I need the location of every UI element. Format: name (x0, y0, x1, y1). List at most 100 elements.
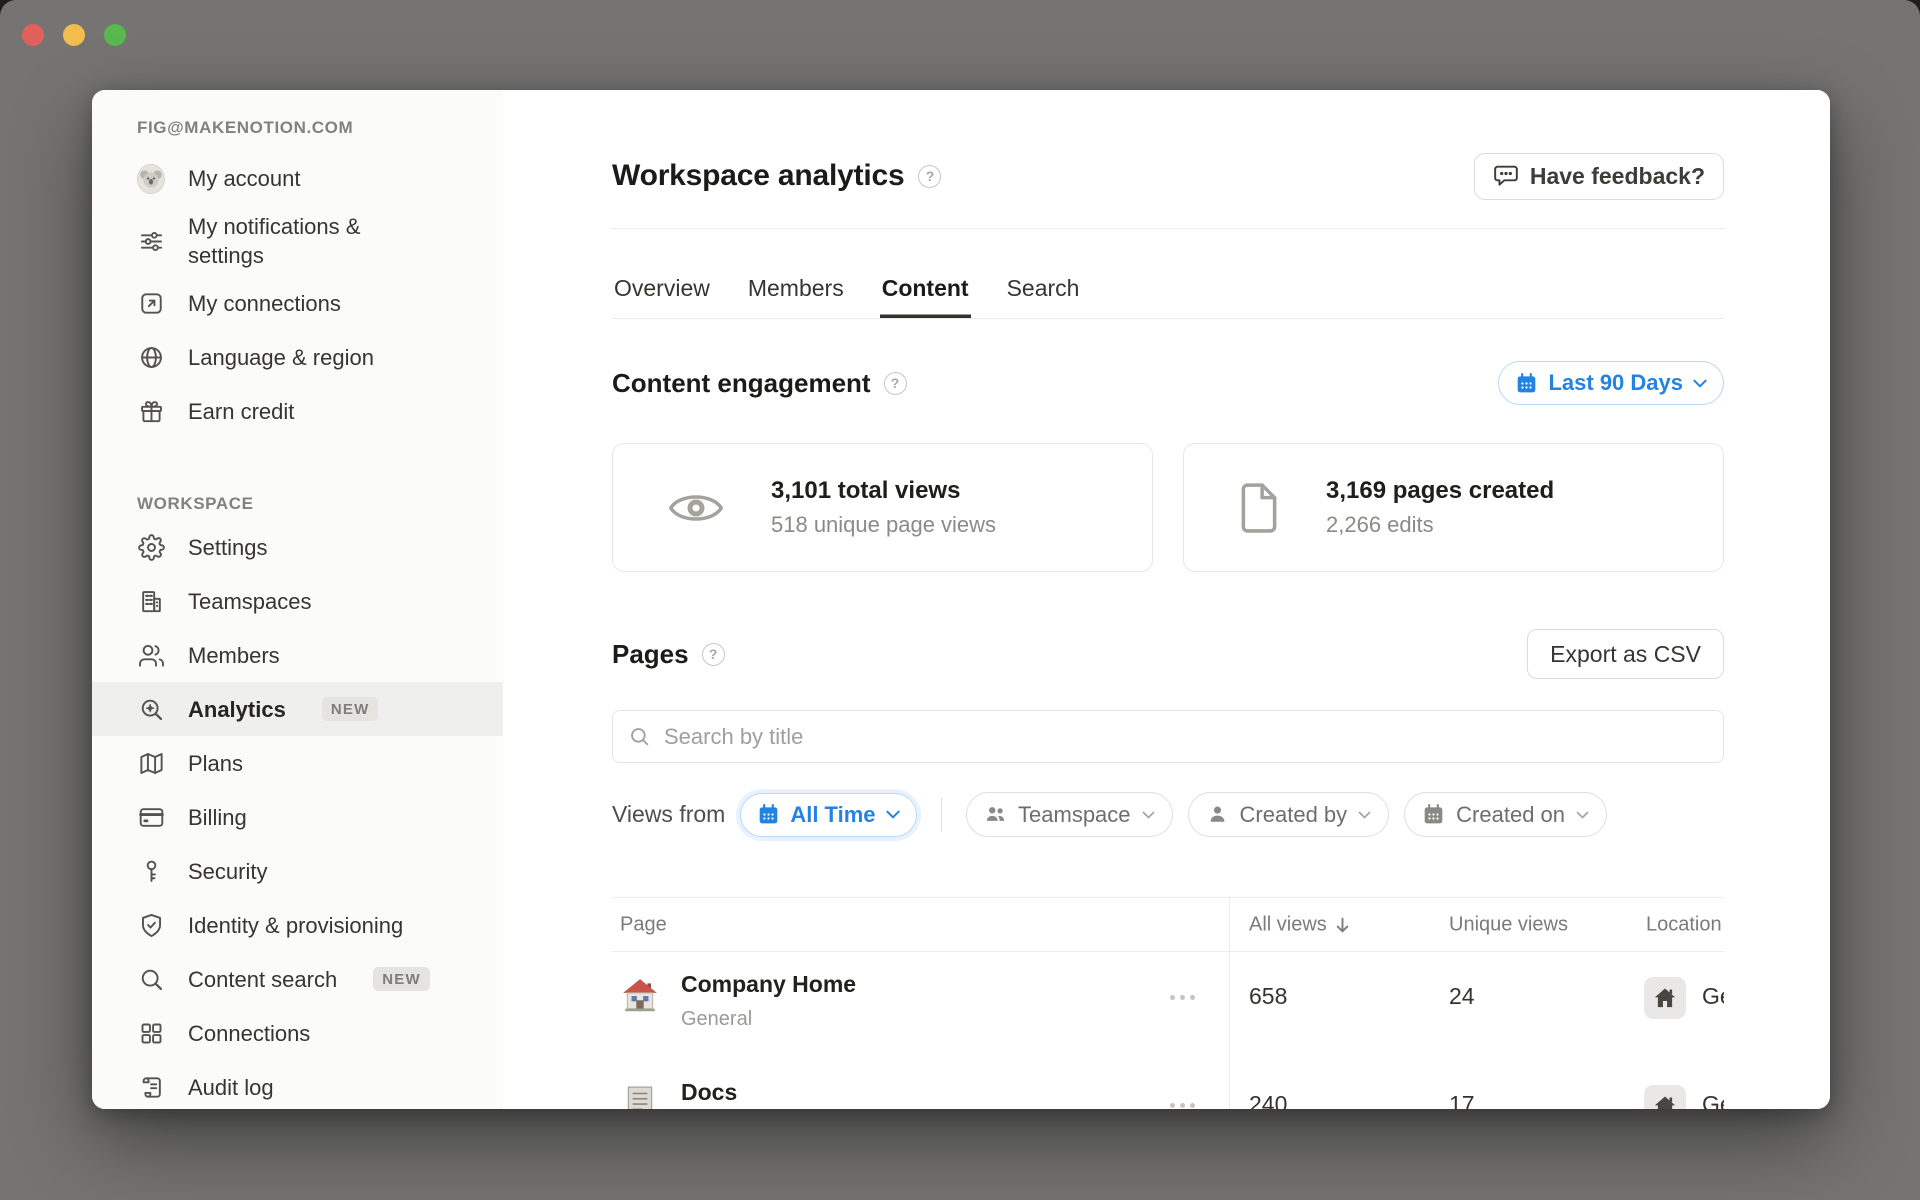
teamspace-filter-label: Teamspace (1018, 801, 1131, 827)
pages-heading: Pages (612, 638, 689, 669)
scroll-icon (137, 1073, 165, 1101)
location-cell: General (1702, 1091, 1724, 1109)
help-icon[interactable]: ? (883, 371, 907, 395)
help-icon[interactable]: ? (701, 642, 725, 666)
have-feedback-button[interactable]: Have feedback? (1473, 152, 1724, 200)
created-by-filter[interactable]: Created by (1187, 792, 1390, 837)
sidebar-item-connections[interactable]: Connections (92, 1006, 503, 1060)
sidebar-item-label: My connections (188, 290, 341, 316)
all-views-cell: 240 (1249, 1091, 1288, 1109)
page-teamspace-cell: General (681, 1008, 753, 1030)
search-icon (628, 725, 651, 748)
date-range-filter[interactable]: Last 90 Days (1498, 361, 1724, 405)
row-menu-button[interactable] (1170, 990, 1195, 1004)
views-from-value: All Time (790, 801, 876, 827)
sidebar-item-label: Earn credit (188, 398, 295, 424)
house-emoji (620, 975, 660, 1015)
sidebar-item-label: Billing (188, 804, 247, 830)
analytics-content: Workspace analytics ? Have feedback? Ove… (503, 90, 1830, 1109)
chevron-down-icon (1142, 811, 1155, 819)
settings-sidebar: FIG@MAKENOTION.COM My account (92, 90, 503, 1109)
sidebar-item-earn-credit[interactable]: Earn credit (92, 384, 503, 438)
table-header: Page All views Unique views Location (612, 897, 1724, 952)
location-cell: General (1702, 983, 1724, 1009)
sidebar-item-members[interactable]: Members (92, 628, 503, 682)
sidebar-item-label: Security (188, 858, 268, 884)
sidebar-item-identity-provisioning[interactable]: Identity & provisioning (92, 898, 503, 952)
pages-search (612, 710, 1724, 763)
settings-window: FIG@MAKENOTION.COM My account (92, 90, 1830, 1109)
close-window-button[interactable] (22, 24, 44, 46)
analytics-tabs: Overview Members Content Search (612, 229, 1724, 319)
help-icon[interactable]: ? (918, 164, 942, 188)
key-icon (137, 857, 165, 885)
credit-card-icon (137, 803, 165, 831)
search-input[interactable] (664, 723, 1708, 750)
chevron-down-icon (885, 810, 900, 819)
minimize-window-button[interactable] (63, 24, 85, 46)
members-icon (137, 641, 165, 669)
tab-search[interactable]: Search (1006, 275, 1080, 301)
sidebar-item-billing[interactable]: Billing (92, 790, 503, 844)
views-from-filter[interactable]: All Time (740, 792, 917, 837)
pages-table: Page All views Unique views Location (612, 897, 1724, 1109)
feedback-bubble-icon (1493, 164, 1519, 188)
created-on-filter[interactable]: Created on (1404, 792, 1608, 837)
sidebar-item-label: Members (188, 642, 280, 668)
sidebar-item-plans[interactable]: Plans (92, 736, 503, 790)
sidebar-item-notifications-settings[interactable]: My notifications & settings (92, 206, 503, 276)
all-views-cell: 658 (1249, 983, 1288, 1009)
header-divider (612, 228, 1724, 229)
globe-icon (137, 343, 165, 371)
total-views-value: 3,101 total views (771, 477, 961, 504)
sidebar-item-settings[interactable]: Settings (92, 520, 503, 574)
tab-overview[interactable]: Overview (614, 275, 710, 301)
table-row[interactable]: Company Home General 658 24 General (612, 952, 1724, 1060)
workspace-section-label: WORKSPACE (137, 494, 254, 514)
total-views-card: 3,101 total views 518 unique page views (612, 443, 1153, 572)
calendar-icon (757, 803, 780, 826)
column-header-all-views[interactable]: All views (1249, 913, 1350, 936)
column-header-unique-views: Unique views (1449, 913, 1568, 935)
location-house-icon (1644, 977, 1686, 1019)
sliders-icon (137, 227, 165, 255)
page-title-cell: Docs (681, 1079, 738, 1105)
sidebar-item-audit-log[interactable]: Audit log (92, 1060, 503, 1109)
feedback-button-label: Have feedback? (1529, 162, 1705, 189)
sidebar-item-content-search[interactable]: Content search NEW (92, 952, 503, 1006)
sidebar-item-my-account[interactable]: My account (92, 152, 503, 206)
grid-icon (137, 1019, 165, 1047)
sidebar-item-teamspaces[interactable]: Teamspaces (92, 574, 503, 628)
search-icon (137, 965, 165, 993)
column-header-location: Location (1646, 913, 1722, 935)
sidebar-item-security[interactable]: Security (92, 844, 503, 898)
sidebar-item-label: Analytics (188, 696, 286, 722)
sidebar-item-label: Audit log (188, 1074, 274, 1100)
unique-views-cell: 24 (1449, 983, 1475, 1009)
document-emoji (620, 1083, 660, 1109)
sidebar-item-analytics[interactable]: Analytics NEW (92, 682, 503, 737)
calendar-icon (1422, 803, 1445, 826)
new-badge: NEW (321, 697, 379, 722)
calendar-icon (1515, 372, 1538, 395)
sidebar-item-label: Teamspaces (188, 588, 312, 614)
zoom-window-button[interactable] (104, 24, 126, 46)
views-from-label: Views from (612, 801, 726, 827)
page-title-cell: Company Home (681, 971, 857, 997)
created-on-filter-label: Created on (1456, 801, 1566, 827)
people-icon (984, 803, 1007, 826)
tab-members[interactable]: Members (747, 275, 844, 301)
sidebar-item-language-region[interactable]: Language & region (92, 330, 503, 384)
teamspace-filter[interactable]: Teamspace (966, 792, 1173, 837)
gear-icon (137, 533, 165, 561)
tab-content[interactable]: Content (880, 229, 971, 318)
row-menu-button[interactable] (1170, 1098, 1195, 1109)
pages-created-card: 3,169 pages created 2,266 edits (1183, 443, 1724, 572)
sidebar-item-my-connections[interactable]: My connections (92, 276, 503, 330)
shield-check-icon (137, 911, 165, 939)
table-row[interactable]: Docs General 240 17 General (612, 1060, 1724, 1109)
content-engagement-heading: Content engagement (612, 367, 871, 398)
sidebar-item-label: Language & region (188, 344, 374, 370)
export-csv-button[interactable]: Export as CSV (1527, 629, 1724, 679)
